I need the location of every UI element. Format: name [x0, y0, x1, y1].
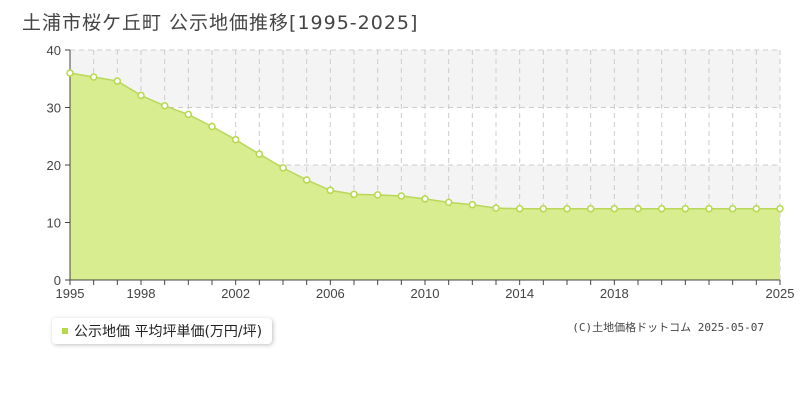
data-point: [279, 164, 287, 172]
x-tick-label: 2018: [600, 286, 629, 301]
data-point: [89, 73, 98, 81]
data-point: [776, 204, 784, 213]
chart-title: 土浦市桜ケ丘町 公示地価推移[1995-2025]: [22, 12, 419, 34]
data-point: [563, 204, 571, 213]
data-point: [634, 204, 642, 213]
x-tick-label: 2002: [221, 286, 250, 301]
data-point: [705, 204, 713, 213]
data-point: [728, 204, 737, 213]
data-point: [515, 204, 524, 213]
y-tick-label: 20: [47, 158, 61, 173]
data-point: [444, 198, 453, 207]
data-point: [113, 77, 122, 85]
data-point: [586, 204, 595, 213]
data-point: [350, 190, 358, 199]
legend: 公示地価 平均坪単価(万円/坪): [52, 318, 273, 344]
data-point: [302, 176, 311, 184]
data-point: [66, 69, 74, 77]
x-tick-label: 2014: [505, 286, 534, 301]
data-point: [231, 135, 240, 144]
x-tick-label: 2006: [316, 286, 345, 301]
credit-text: (C)土地価格ドットコム 2025-05-07: [572, 321, 764, 334]
legend-label: 公示地価 平均坪単価(万円/坪): [74, 324, 263, 340]
y-tick-label: 0: [54, 273, 61, 288]
x-tick-label: 1995: [56, 286, 85, 301]
data-point: [468, 200, 477, 209]
y-tick-label: 30: [47, 101, 61, 116]
data-point: [208, 122, 216, 131]
data-point: [255, 150, 264, 158]
data-point: [752, 204, 761, 213]
data-point: [184, 110, 193, 119]
series-area: [70, 73, 780, 280]
data-point: [657, 204, 666, 213]
x-tick-label: 2010: [411, 286, 440, 301]
data-point: [681, 204, 690, 213]
data-point: [160, 102, 169, 110]
data-point: [373, 191, 382, 199]
y-tick-label: 10: [47, 216, 61, 231]
y-tick-label: 40: [47, 43, 61, 58]
x-tick-label: 1998: [127, 286, 156, 301]
data-point: [421, 195, 429, 203]
data-point: [326, 186, 335, 195]
data-point: [397, 192, 406, 200]
x-tick-label: 2025: [766, 286, 795, 301]
data-point: [610, 204, 619, 213]
data-point: [539, 204, 548, 213]
data-point: [137, 91, 145, 100]
data-point: [492, 204, 500, 212]
legend-swatch-icon: [62, 328, 68, 334]
